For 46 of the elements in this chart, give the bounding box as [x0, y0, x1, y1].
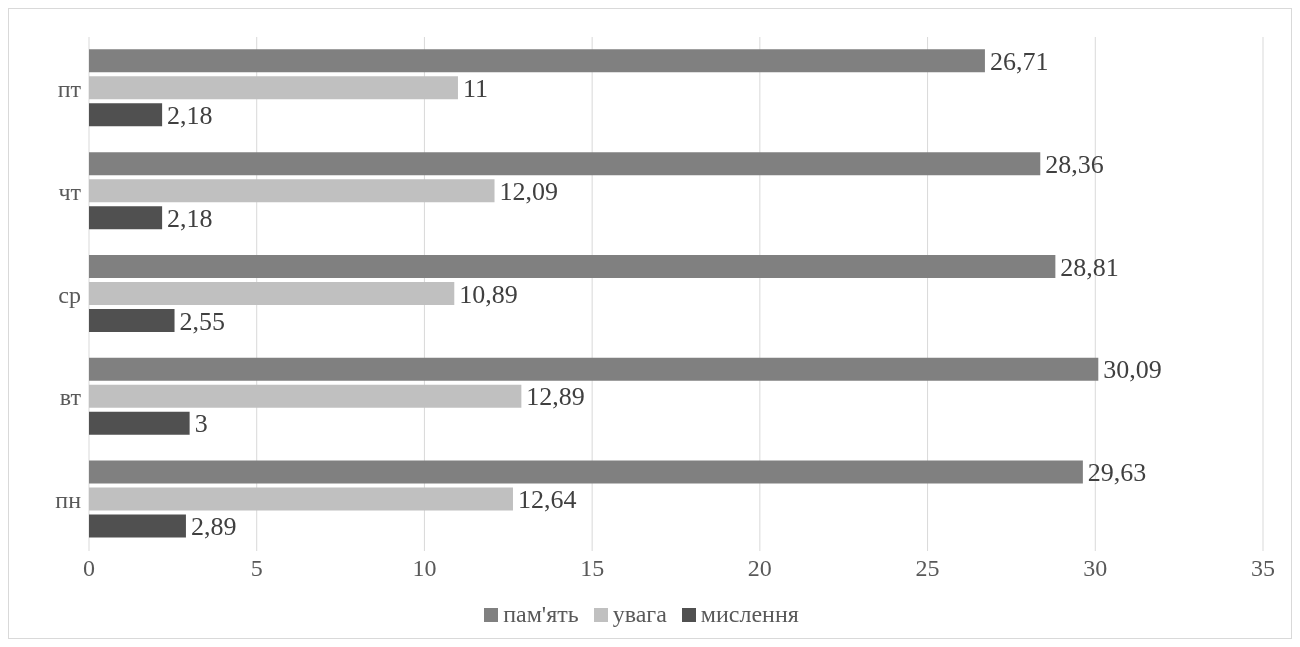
x-tick-label: 30 — [1083, 555, 1108, 582]
bar — [89, 179, 495, 203]
data-label: 3 — [194, 409, 208, 439]
bar — [89, 254, 1056, 278]
x-tick-label: 5 — [250, 555, 263, 582]
bar — [89, 206, 163, 230]
y-tick-label: вт — [59, 384, 82, 411]
data-label: 30,09 — [1103, 355, 1162, 385]
x-tick-label: 15 — [580, 555, 605, 582]
bar — [89, 49, 985, 73]
bar — [89, 308, 175, 332]
bar — [89, 76, 458, 100]
legend-label: увага — [612, 601, 667, 628]
y-tick-label: ср — [58, 281, 81, 308]
data-label: 28,36 — [1045, 149, 1104, 179]
legend-label: мислення — [700, 601, 799, 628]
data-label: 12,09 — [499, 176, 559, 206]
bar — [89, 103, 163, 127]
data-label: 11 — [462, 74, 489, 104]
data-label: 26,71 — [989, 47, 1049, 77]
x-tick-label: 10 — [412, 555, 437, 582]
data-label: 10,89 — [459, 279, 518, 309]
data-label: 29,63 — [1087, 458, 1147, 488]
bar — [89, 411, 190, 435]
data-label: 2,55 — [179, 306, 226, 336]
x-tick-label: 35 — [1251, 555, 1275, 582]
x-tick-label: 25 — [915, 555, 940, 582]
data-label: 2,89 — [190, 512, 237, 542]
bar — [89, 357, 1099, 381]
y-tick-label: пн — [55, 487, 82, 514]
data-label: 28,81 — [1060, 252, 1119, 282]
bar — [89, 384, 522, 408]
data-label: 12,64 — [517, 485, 577, 515]
x-tick-label: 20 — [747, 555, 772, 582]
bar — [89, 460, 1083, 484]
bar — [89, 487, 513, 511]
data-label: 12,89 — [526, 382, 585, 412]
data-label: 2,18 — [167, 203, 213, 233]
legend-label: пам'ять — [503, 601, 579, 628]
bar — [89, 514, 186, 538]
y-tick-label: чт — [58, 178, 82, 205]
bar — [89, 152, 1041, 176]
x-tick-label: 0 — [83, 555, 95, 582]
y-tick-label: пт — [57, 75, 82, 102]
bar — [89, 281, 455, 305]
data-label: 2,18 — [167, 101, 213, 131]
